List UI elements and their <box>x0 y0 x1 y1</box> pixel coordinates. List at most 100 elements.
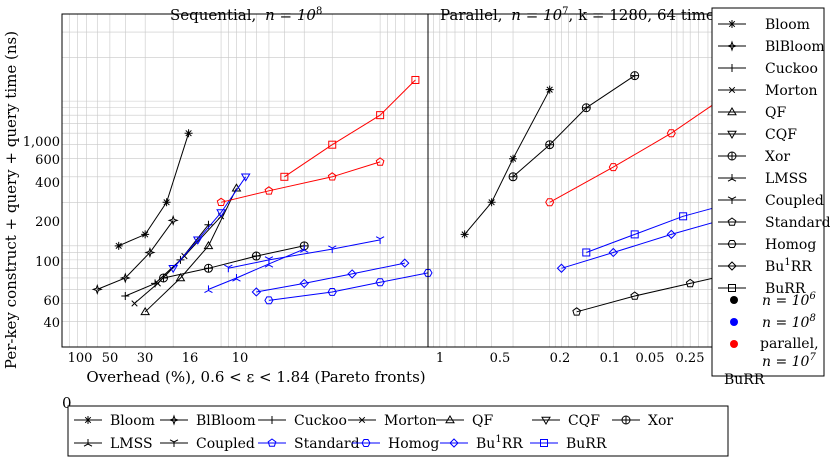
data-point-bu1rr <box>347 269 357 279</box>
legend-marker-morton <box>728 86 736 94</box>
data-point-standard <box>264 186 274 195</box>
data-point-xor <box>203 263 213 273</box>
x-tick-label: 0.1 <box>600 351 621 366</box>
bottom-legend-label-homog: Homog <box>388 436 439 452</box>
series-line-bu1rr <box>256 262 405 293</box>
data-point-burr <box>630 230 639 239</box>
y-tick-label: 40 <box>43 316 60 331</box>
data-point-xor <box>159 273 169 283</box>
data-point-homog <box>264 296 274 305</box>
y-tick-label: 60 <box>43 294 60 309</box>
bottom-legend-label-cqf: CQF <box>568 413 600 429</box>
series-line-bu1rr <box>561 215 736 269</box>
legend-dot <box>730 340 738 348</box>
legend-label-cuckoo: Cuckoo <box>765 61 818 77</box>
series-line-coupled <box>228 239 381 269</box>
right-panel-title: Parallel, n = 107, k = 1280, 64 times <box>440 6 722 24</box>
data-point-blbloom <box>119 272 131 284</box>
bottom-legend-marker-blbloom <box>168 414 180 426</box>
series-line-burr <box>284 79 416 178</box>
bottom-legend-marker-bloom <box>84 416 92 424</box>
data-point-bloom <box>114 241 123 250</box>
data-point-lmss <box>299 245 309 253</box>
legend-marker-coupled <box>727 196 737 204</box>
data-point-xor <box>545 140 555 150</box>
bottom-legend-label-lmss: LMSS <box>110 436 153 452</box>
data-point-bloom <box>509 154 518 163</box>
data-point-lmss <box>232 273 241 282</box>
legend-dot <box>730 296 738 304</box>
series-line-xor <box>512 75 635 178</box>
bottom-legend-marker-bu1rr <box>449 438 459 448</box>
data-point-morton <box>154 280 161 287</box>
right-panel-series <box>460 71 761 316</box>
legend-label-parallel: parallel, <box>760 336 819 352</box>
data-point-blbloom <box>91 283 103 295</box>
bottom-legend-marker-standard <box>267 438 277 447</box>
data-point-burr <box>280 172 289 181</box>
legend-label-n: n = 108 <box>762 313 816 331</box>
series-line-morton <box>134 215 222 304</box>
data-point-qf <box>175 272 186 282</box>
x-tick-label: 0.2 <box>550 351 571 366</box>
series-line-blbloom <box>97 220 174 290</box>
data-point-homog <box>375 278 385 287</box>
data-point-xor <box>251 251 261 261</box>
legend-marker-qf <box>727 107 737 116</box>
data-point-coupled <box>375 236 385 244</box>
overlay-burr-text: BuRR <box>724 372 765 388</box>
data-point-burr <box>376 111 385 120</box>
series-line-standard <box>220 161 381 203</box>
bottom-legend-label-bloom: Bloom <box>110 413 155 429</box>
bottom-legend-marker-cuckoo <box>268 416 276 424</box>
legend-marker-blbloom <box>726 40 738 52</box>
data-point-bloom <box>545 85 554 94</box>
legend-label-cqf: CQF <box>765 127 797 143</box>
legend-marker-bu1rr <box>727 261 737 271</box>
legend-label-burr: BuRR <box>765 281 806 297</box>
y-tick-label: 200 <box>35 215 60 230</box>
bottom-legend-label-burr: BuRR <box>566 436 607 452</box>
legend-label-lmss: LMSS <box>765 171 808 187</box>
x-tick-label: 0.5 <box>490 351 511 366</box>
data-point-bloom <box>162 198 171 207</box>
data-point-standard <box>216 197 226 206</box>
data-point-blbloom <box>144 246 156 259</box>
data-point-bu1rr <box>299 278 309 289</box>
legend-dot <box>730 318 738 326</box>
y-tick-label: 600 <box>35 153 60 168</box>
series-line-bloom <box>118 133 190 247</box>
legend-label-blbloom: BlBloom <box>765 39 825 55</box>
series-line-bloom <box>464 89 551 235</box>
legend-label-standard: Standard <box>765 215 830 231</box>
legend-marker-lmss <box>727 174 737 182</box>
legend-label-xor: Xor <box>765 149 790 165</box>
data-point-homog <box>608 163 618 172</box>
bottom-legend-marker-lmss <box>83 439 93 447</box>
bottom-legend: Bloom BlBloom Cuckoo Morton QF CQF Xor LMSS Coup… <box>67 405 729 457</box>
series-line-homog <box>549 89 736 203</box>
data-point-standard <box>327 172 337 181</box>
data-point-cqf <box>192 236 203 245</box>
data-point-bu1rr <box>251 287 262 297</box>
data-point-bu1rr <box>556 263 567 273</box>
legend-label-parallel-n: n = 107 <box>762 352 816 370</box>
bottom-legend-marker-morton <box>358 416 366 424</box>
bottom-legend-marker-qf <box>445 415 455 424</box>
legend-marker-cqf <box>727 130 737 139</box>
data-point-homog <box>545 198 555 207</box>
data-point-xor <box>581 103 591 113</box>
legend-marker-xor <box>727 151 737 161</box>
data-point-standard <box>630 291 640 300</box>
x-tick-label: 50 <box>102 351 119 366</box>
data-point-cqf <box>216 209 226 218</box>
data-point-blbloom <box>167 214 179 226</box>
legend-label-morton: Morton <box>765 83 818 99</box>
legend-label-bloom: Bloom <box>765 17 810 33</box>
data-point-qf <box>140 306 151 316</box>
bottom-legend-marker-burr <box>540 439 548 447</box>
data-point-morton <box>131 300 138 307</box>
data-point-lmss <box>204 285 213 294</box>
data-point-cuckoo <box>121 292 130 301</box>
